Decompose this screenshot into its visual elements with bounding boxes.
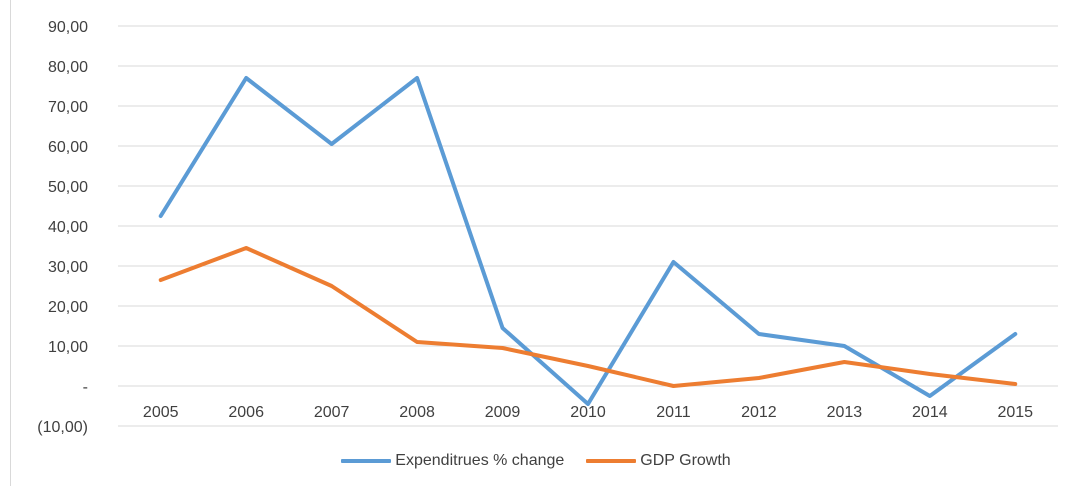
y-tick-label: 90,00 — [48, 19, 88, 36]
y-tick-label: 40,00 — [48, 219, 88, 236]
y-tick-label: (10,00) — [37, 419, 88, 436]
x-tick-label: 2014 — [912, 404, 948, 421]
chart-legend: Expenditrues % change GDP Growth — [0, 452, 1072, 470]
y-tick-label: 50,00 — [48, 179, 88, 196]
legend-label: Expenditrues % change — [395, 452, 564, 470]
legend-item: GDP Growth — [586, 452, 730, 470]
chart-left-border — [10, 0, 11, 486]
y-tick-label: 20,00 — [48, 299, 88, 316]
legend-label: GDP Growth — [640, 452, 730, 470]
x-axis-tick-labels: 2005 2006 2007 2008 2009 2010 2011 2012 2013 2014… — [143, 404, 1033, 421]
x-tick-label: 2013 — [827, 404, 863, 421]
y-tick-label: 70,00 — [48, 99, 88, 116]
series-lines — [161, 78, 1016, 404]
x-tick-label: 2015 — [997, 404, 1033, 421]
y-tick-label: 30,00 — [48, 259, 88, 276]
x-tick-label: 2008 — [399, 404, 435, 421]
x-tick-label: 2009 — [485, 404, 521, 421]
x-tick-label: 2010 — [570, 404, 606, 421]
legend-swatch — [586, 459, 636, 463]
x-tick-label: 2012 — [741, 404, 777, 421]
y-tick-label: 10,00 — [48, 339, 88, 356]
legend-item: Expenditrues % change — [341, 452, 564, 470]
y-tick-label: 60,00 — [48, 139, 88, 156]
y-tick-label: 80,00 — [48, 59, 88, 76]
x-tick-label: 2005 — [143, 404, 179, 421]
y-tick-label: - — [83, 379, 88, 396]
x-tick-label: 2011 — [656, 404, 691, 421]
x-tick-label: 2006 — [228, 404, 264, 421]
series-line-1 — [161, 248, 1016, 386]
series-line-0 — [161, 78, 1016, 404]
y-axis-tick-labels: 90,00 80,00 70,00 60,00 50,00 40,00 30,00 20,00… — [37, 19, 88, 436]
legend-swatch — [341, 459, 391, 463]
x-tick-label: 2007 — [314, 404, 350, 421]
